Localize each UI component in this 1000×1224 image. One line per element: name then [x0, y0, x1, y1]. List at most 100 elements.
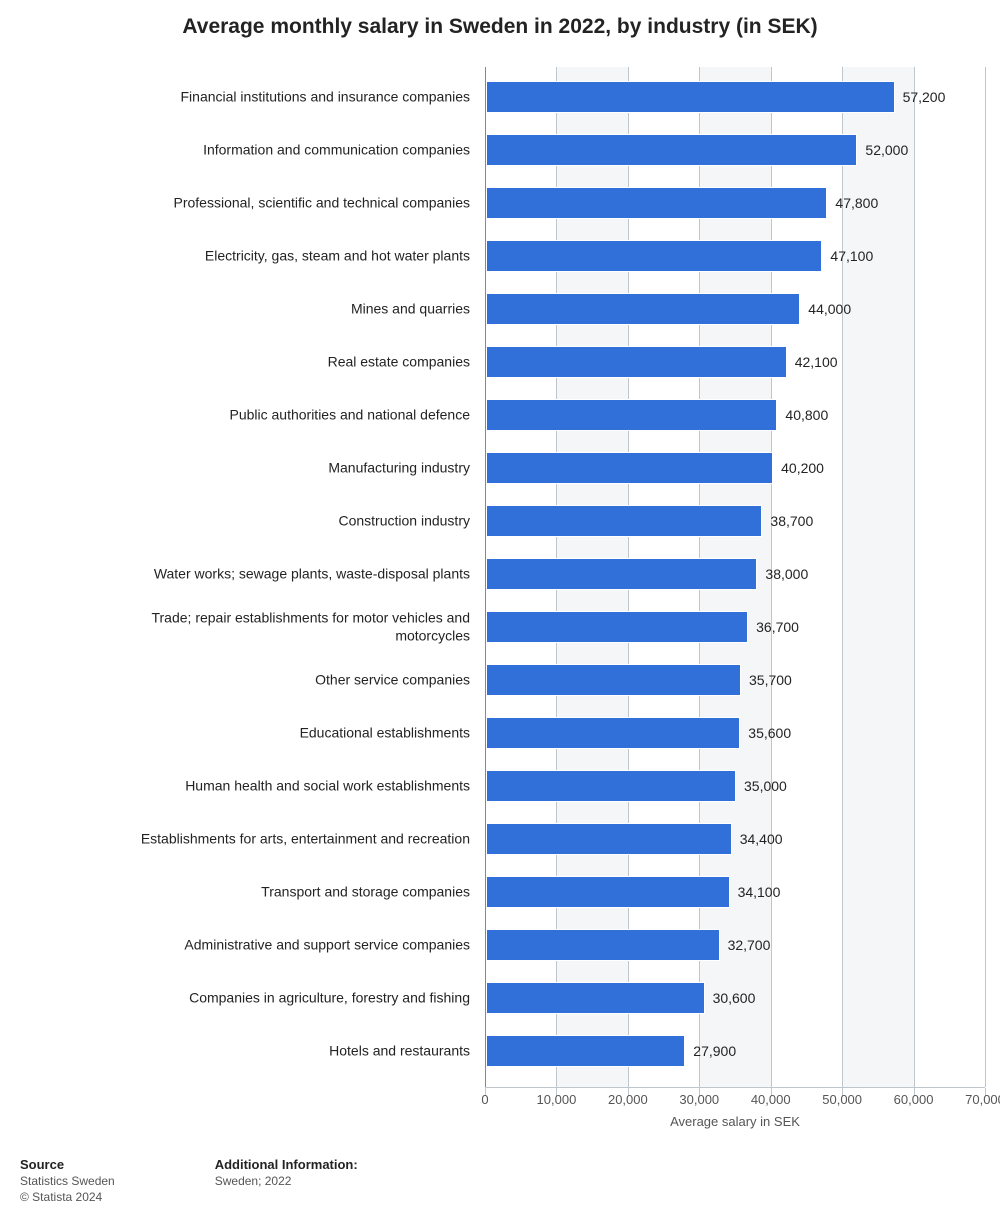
y-axis-category-label: Mines and quarries	[140, 300, 470, 318]
bar-row: 30,600	[486, 982, 755, 1014]
bar-value-label: 35,000	[744, 778, 787, 794]
bar-row: 40,800	[486, 399, 828, 431]
x-tick-label: 0	[481, 1092, 488, 1107]
x-tick-label: 10,000	[537, 1092, 577, 1107]
y-axis-category-label: Educational establishments	[140, 724, 470, 742]
y-axis-category-label: Other service companies	[140, 671, 470, 689]
y-axis-category-label: Professional, scientific and technical c…	[140, 194, 470, 212]
bar-row: 35,600	[486, 717, 791, 749]
bar	[486, 346, 787, 378]
bar-value-label: 38,700	[770, 513, 813, 529]
grid-band	[914, 67, 985, 1087]
bars-region: 57,200 52,000 47,800 47,100 44,000 42,100 40,8…	[485, 67, 985, 1087]
y-axis-category-label: Trade; repair establishments for motor v…	[140, 610, 470, 645]
bar-row: 36,700	[486, 611, 799, 643]
footer-additional: Additional Information: Sweden; 2022	[215, 1157, 358, 1204]
chart-container: Average monthly salary in Sweden in 2022…	[0, 0, 1000, 1224]
bar-row: 34,400	[486, 823, 783, 855]
bar	[486, 452, 773, 484]
bar-value-label: 42,100	[795, 354, 838, 370]
chart-title: Average monthly salary in Sweden in 2022…	[15, 15, 985, 39]
bar	[486, 134, 857, 166]
bar	[486, 876, 730, 908]
y-axis-category-label: Hotels and restaurants	[140, 1042, 470, 1060]
bar	[486, 81, 895, 113]
plot-area: Financial institutions and insurance com…	[15, 67, 985, 1087]
x-tick-label: 60,000	[894, 1092, 934, 1107]
bar-value-label: 32,700	[728, 937, 771, 953]
grid-line	[914, 67, 915, 1087]
bar	[486, 929, 720, 961]
bar-value-label: 40,200	[781, 460, 824, 476]
y-axis-category-label: Companies in agriculture, forestry and f…	[140, 989, 470, 1007]
bar-value-label: 35,600	[748, 725, 791, 741]
grid-line	[985, 67, 986, 1087]
bar-value-label: 38,000	[765, 566, 808, 582]
bar-row: 47,800	[486, 187, 878, 219]
grid-band	[842, 67, 913, 1087]
bar-value-label: 30,600	[713, 990, 756, 1006]
bar-value-label: 40,800	[785, 407, 828, 423]
bar-value-label: 36,700	[756, 619, 799, 635]
bar-value-label: 52,000	[865, 142, 908, 158]
y-axis-category-label: Manufacturing industry	[140, 459, 470, 477]
y-axis-category-label: Human health and social work establishme…	[140, 777, 470, 795]
y-axis-labels: Financial institutions and insurance com…	[15, 67, 480, 1087]
bar	[486, 293, 800, 325]
grid-line	[842, 67, 843, 1087]
x-tick-label: 50,000	[822, 1092, 862, 1107]
source-text-1: Statistics Sweden	[20, 1174, 115, 1188]
bar-row: 47,100	[486, 240, 873, 272]
bar-row: 35,700	[486, 664, 792, 696]
y-axis-category-label: Establishments for arts, entertainment a…	[140, 830, 470, 848]
y-axis-category-label: Construction industry	[140, 512, 470, 530]
x-tick-label: 70,000	[965, 1092, 1000, 1107]
chart-footer: Source Statistics Sweden © Statista 2024…	[15, 1157, 985, 1204]
bar-value-label: 35,700	[749, 672, 792, 688]
bar-row: 38,000	[486, 558, 808, 590]
bar	[486, 770, 736, 802]
bar	[486, 664, 741, 696]
bar-row: 52,000	[486, 134, 908, 166]
y-axis-category-label: Water works; sewage plants, waste-dispos…	[140, 565, 470, 583]
source-text-2: © Statista 2024	[20, 1190, 115, 1204]
bar-value-label: 27,900	[693, 1043, 736, 1059]
y-axis-category-label: Financial institutions and insurance com…	[140, 88, 470, 106]
y-axis-category-label: Transport and storage companies	[140, 883, 470, 901]
footer-source: Source Statistics Sweden © Statista 2024	[20, 1157, 115, 1204]
bar-value-label: 44,000	[808, 301, 851, 317]
x-axis: Average salary in SEK 010,00020,00030,00…	[485, 1087, 985, 1088]
bar	[486, 823, 732, 855]
bar-row: 35,000	[486, 770, 787, 802]
bar-row: 40,200	[486, 452, 824, 484]
bar	[486, 717, 740, 749]
x-tick-label: 40,000	[751, 1092, 791, 1107]
bar-row: 44,000	[486, 293, 851, 325]
source-heading: Source	[20, 1157, 115, 1172]
bar-value-label: 57,200	[903, 89, 946, 105]
bar-row: 38,700	[486, 505, 813, 537]
additional-heading: Additional Information:	[215, 1157, 358, 1172]
bar-row: 27,900	[486, 1035, 736, 1067]
bar	[486, 505, 762, 537]
y-axis-category-label: Administrative and support service compa…	[140, 936, 470, 954]
bar	[486, 240, 822, 272]
bar	[486, 611, 748, 643]
bar	[486, 1035, 685, 1067]
bar-value-label: 47,100	[830, 248, 873, 264]
x-axis-label: Average salary in SEK	[485, 1114, 985, 1129]
bar-row: 57,200	[486, 81, 945, 113]
bar	[486, 399, 777, 431]
y-axis-category-label: Information and communication companies	[140, 141, 470, 159]
additional-text: Sweden; 2022	[215, 1174, 358, 1188]
bar	[486, 558, 757, 590]
bar	[486, 187, 827, 219]
y-axis-category-label: Real estate companies	[140, 353, 470, 371]
bar-value-label: 34,400	[740, 831, 783, 847]
bar-value-label: 47,800	[835, 195, 878, 211]
bar	[486, 982, 705, 1014]
y-axis-category-label: Public authorities and national defence	[140, 406, 470, 424]
x-tick-label: 20,000	[608, 1092, 648, 1107]
x-tick-label: 30,000	[679, 1092, 719, 1107]
bar-row: 34,100	[486, 876, 780, 908]
